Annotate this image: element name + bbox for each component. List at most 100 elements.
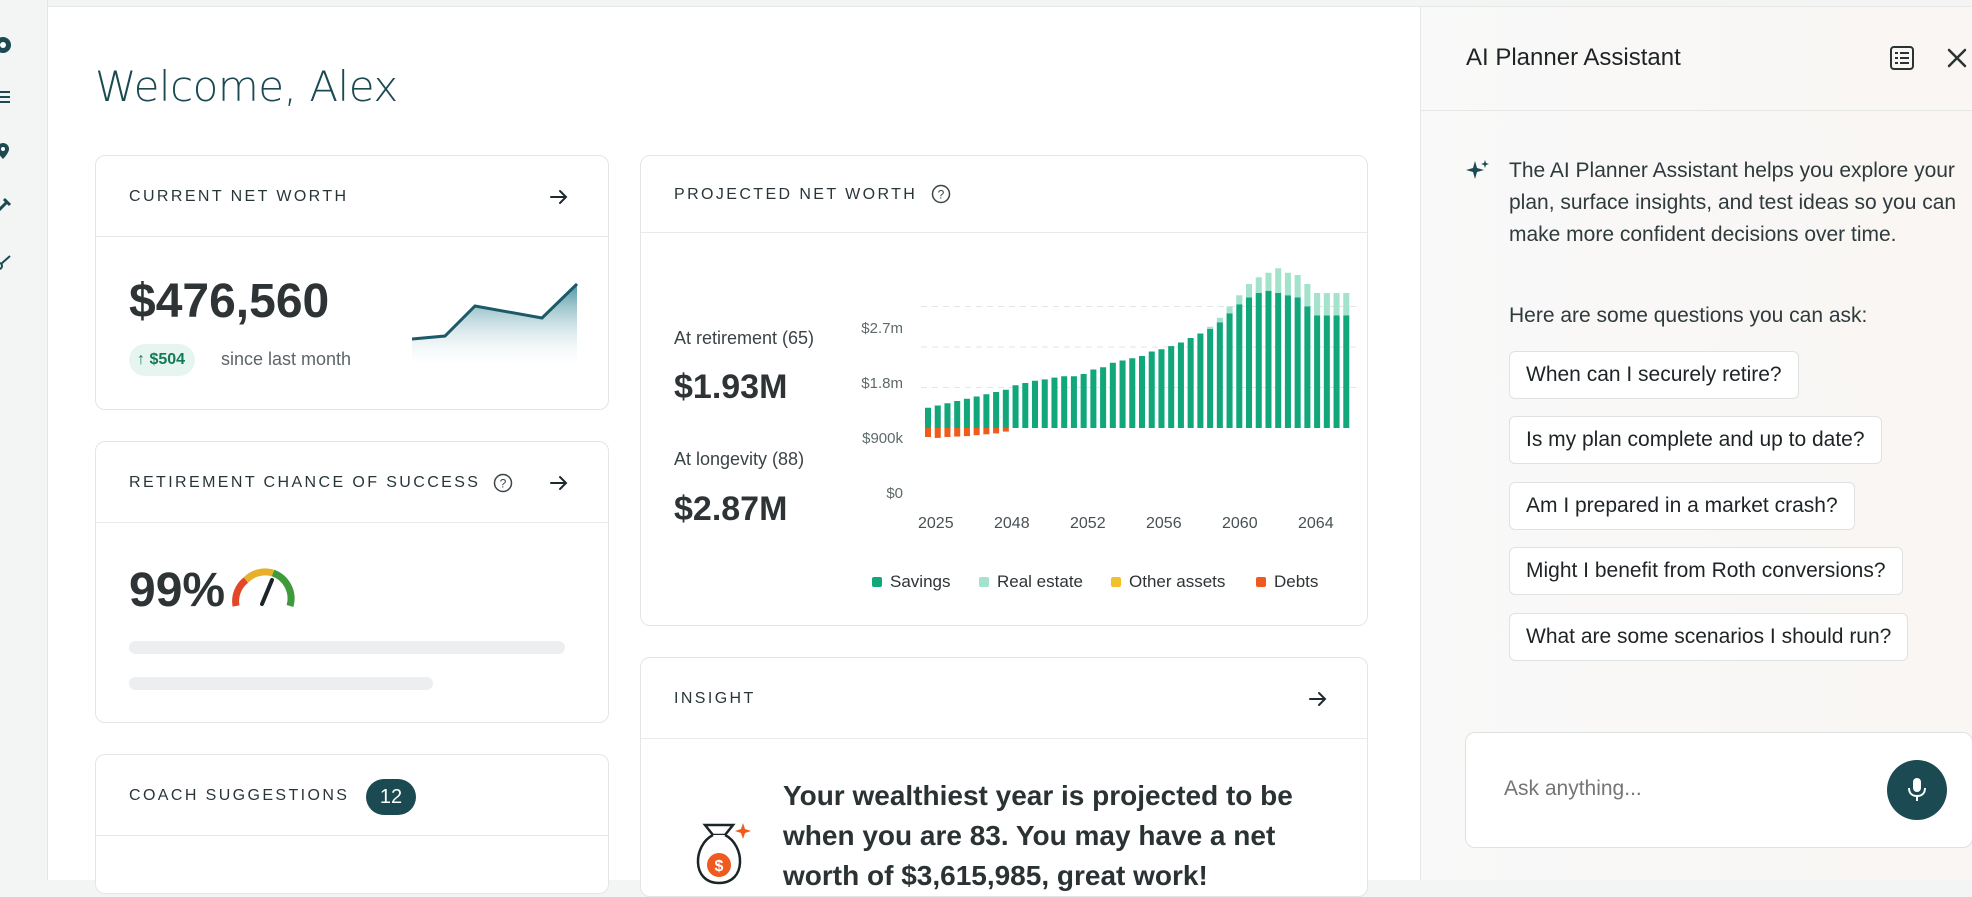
coach-suggestions-card[interactable]: COACH SUGGESTIONS 12 [95,754,609,894]
x-tick-label: 2056 [1146,515,1182,532]
bar-debts [963,428,970,437]
change-label: since last month [221,349,352,369]
close-icon[interactable] [1946,47,1968,69]
bar-savings [1090,369,1097,428]
suggested-question-chip[interactable]: Is my plan complete and up to date? [1509,416,1882,464]
bar-savings [1304,306,1311,428]
top-divider [0,6,1972,7]
bar-savings [1139,356,1146,428]
legend-other-assets: Other assets [1111,572,1225,592]
scissors-icon[interactable] [0,253,12,271]
bar-real-estate [1275,268,1282,293]
bar-savings [1100,367,1107,428]
arrow-right-icon[interactable] [548,472,570,494]
bar-savings [963,398,970,428]
legend-swatch [1256,577,1266,587]
net-worth-sparkline [412,282,578,366]
bar-savings [1284,295,1291,428]
card-header: COACH SUGGESTIONS 12 [96,755,608,836]
notes-icon[interactable] [1889,45,1915,71]
legend-label: Savings [890,572,951,591]
projected-net-worth-chart [921,268,1357,438]
card-title: COACH SUGGESTIONS [129,787,350,804]
net-worth-card[interactable]: CURRENT NET WORTH $476,560 ↑ $504 since … [95,155,609,410]
bar-savings [1061,376,1068,428]
retirement-success-card[interactable]: RETIREMENT CHANCE OF SUCCESS ? 99% [95,441,609,723]
loading-bar [129,641,565,654]
help-icon[interactable]: ? [931,184,951,204]
suggested-question-chip[interactable]: Am I prepared in a market crash? [1509,482,1855,530]
legend-swatch [872,577,882,587]
legend-label: Real estate [997,572,1083,591]
card-header: INSIGHT [641,658,1367,739]
bar-savings [1032,380,1039,428]
bar-savings [1333,315,1340,428]
x-tick-label: 2052 [1070,515,1106,532]
bar-savings [1012,385,1019,428]
card-title: INSIGHT [674,690,756,707]
legend-swatch [1111,577,1121,587]
bar-real-estate [1304,284,1311,307]
card-header: CURRENT NET WORTH [96,156,608,237]
suggestions-count-badge: 12 [366,779,416,815]
legend-label: Other assets [1129,572,1226,591]
dashboard-icon[interactable] [0,36,12,54]
projected-net-worth-card[interactable]: PROJECTED NET WORTH ? At retirement (65)… [640,155,1368,626]
bar-real-estate [1333,293,1340,316]
x-tick-label: 2060 [1222,515,1258,532]
suggested-question-chip[interactable]: When can I securely retire? [1509,351,1799,399]
bar-savings [1148,351,1155,428]
legend-savings: Savings [872,572,950,592]
suggested-question-chip[interactable]: What are some scenarios I should run? [1509,613,1909,661]
bar-debts [993,428,1000,434]
legend-swatch [979,577,989,587]
bar-savings [1323,315,1330,428]
arrow-up-icon: ↑ [137,351,145,368]
bar-savings [1236,304,1243,428]
net-worth-value: $476,560 [129,275,330,328]
insight-card[interactable]: INSIGHT $ Your wealthiest year is projec… [640,657,1368,897]
bar-savings [973,396,980,428]
card-header: PROJECTED NET WORTH ? [641,156,1367,233]
arrow-right-icon[interactable] [548,186,570,208]
bar-real-estate [1246,284,1253,298]
location-icon[interactable] [0,142,12,160]
bar-savings [1080,374,1087,428]
bar-savings [1246,297,1253,428]
legend-real-estate: Real estate [979,572,1083,592]
bar-savings [934,405,941,428]
assistant-panel: AI Planner Assistant The AI Planner Assi… [1420,7,1972,880]
bar-real-estate [1323,293,1330,316]
bar-savings [1119,360,1126,428]
loading-bar [129,677,433,690]
retirement-label: At retirement (65) [674,328,815,348]
success-value: 99% [129,564,226,617]
bar-savings [1207,329,1214,428]
tools-icon[interactable] [0,197,12,215]
change-amount: $504 [149,351,186,368]
bar-savings [1265,290,1272,428]
bar-savings [1051,377,1058,428]
bar-real-estate [1343,293,1350,316]
svg-text:$: $ [715,858,724,875]
bar-savings [1158,349,1165,428]
panel-header [1421,7,1972,111]
help-icon[interactable]: ? [493,473,513,493]
bar-savings [1294,297,1301,428]
bar-real-estate [1236,295,1243,305]
list-icon[interactable] [0,88,12,106]
x-tick-label: 2064 [1298,515,1334,532]
microphone-button[interactable] [1887,760,1947,820]
bar-real-estate [1314,293,1321,316]
longevity-value: $2.87M [674,490,788,528]
arrow-right-icon[interactable] [1307,688,1329,710]
card-title: CURRENT NET WORTH [129,188,349,205]
bar-savings [1314,315,1321,428]
assistant-title: AI Planner Assistant [1466,44,1681,71]
bar-real-estate [1255,277,1262,293]
suggested-question-chip[interactable]: Might I benefit from Roth conversions? [1509,547,1903,595]
chat-input[interactable] [1502,768,1846,810]
card-title: PROJECTED NET WORTH [674,186,918,203]
longevity-label: At longevity (88) [674,449,805,469]
bar-savings [1216,322,1223,428]
